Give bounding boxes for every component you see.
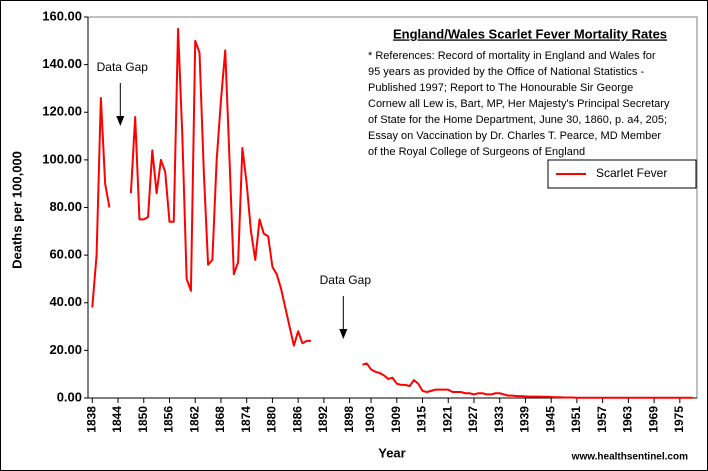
y-tick-label: 80.00 (49, 199, 82, 214)
annotation: Data Gap (320, 273, 372, 287)
reference-line: Published 1997; Report to The Honourable… (368, 82, 633, 94)
y-tick-label: 40.00 (49, 294, 82, 309)
x-tick-label: 1957 (595, 406, 609, 433)
reference-line: of the Royal College of Surgeons of Engl… (368, 146, 585, 158)
x-axis-label: Year (378, 445, 405, 460)
x-tick-label: 1975 (672, 406, 686, 433)
x-tick-label: 1945 (543, 406, 557, 433)
x-tick-label: 1856 (162, 406, 176, 433)
x-tick-label: 1933 (492, 406, 506, 433)
x-tick-label: 1921 (440, 406, 454, 433)
x-tick-label: 1898 (342, 406, 356, 433)
x-tick-label: 1868 (213, 406, 227, 433)
series-line (91, 27, 693, 399)
x-tick-label: 1886 (290, 406, 304, 433)
y-tick-label: 60.00 (49, 247, 82, 262)
x-tick-label: 1874 (239, 406, 253, 433)
chart-title: England/Wales Scarlet Fever Mortality Ra… (393, 26, 667, 41)
reference-line: 95 years as provided by the Office of Na… (368, 66, 644, 78)
reference-line: of State for the Home Department, June 3… (368, 114, 667, 126)
source: www.healthsentinel.com (571, 452, 688, 463)
x-tick-label: 1939 (518, 406, 532, 433)
y-tick-label: 120.00 (42, 104, 82, 119)
annotation: Data Gap (97, 60, 149, 74)
annotation-arrowhead (116, 116, 125, 126)
reference-line: * References: Record of mortality in Eng… (368, 50, 656, 62)
x-tick-label: 1909 (389, 406, 403, 433)
y-tick-label: 140.00 (42, 56, 82, 71)
y-tick-label: 160.00 (42, 8, 82, 23)
reference-line: Essay on Vaccination by Dr. Charles T. P… (368, 130, 661, 142)
x-tick-label: 1927 (466, 406, 480, 433)
y-tick-label: 100.00 (42, 151, 82, 166)
x-tick-label: 1969 (646, 406, 660, 433)
annotation-arrowhead (339, 329, 348, 339)
x-tick-label: 1915 (415, 406, 429, 433)
x-tick-label: 1951 (569, 406, 583, 433)
x-tick-label: 1903 (363, 406, 377, 433)
reference-line: Cornew all Lew is, Bart, MP, Her Majesty… (368, 98, 670, 110)
x-tick-label: 1892 (316, 406, 330, 433)
x-tick-label: 1862 (187, 406, 201, 433)
x-tick-label: 1844 (110, 406, 124, 433)
x-tick-label: 1850 (136, 406, 150, 433)
x-tick-label: 1963 (621, 406, 635, 433)
y-tick-label: 20.00 (49, 342, 82, 357)
y-tick-label: 0.00 (57, 389, 82, 404)
x-tick-label: 1880 (265, 406, 279, 433)
y-axis-label: Deaths per 100,000 (9, 151, 24, 269)
legend-label: Scarlet Fever (596, 166, 667, 180)
x-tick-label: 1838 (84, 406, 98, 433)
